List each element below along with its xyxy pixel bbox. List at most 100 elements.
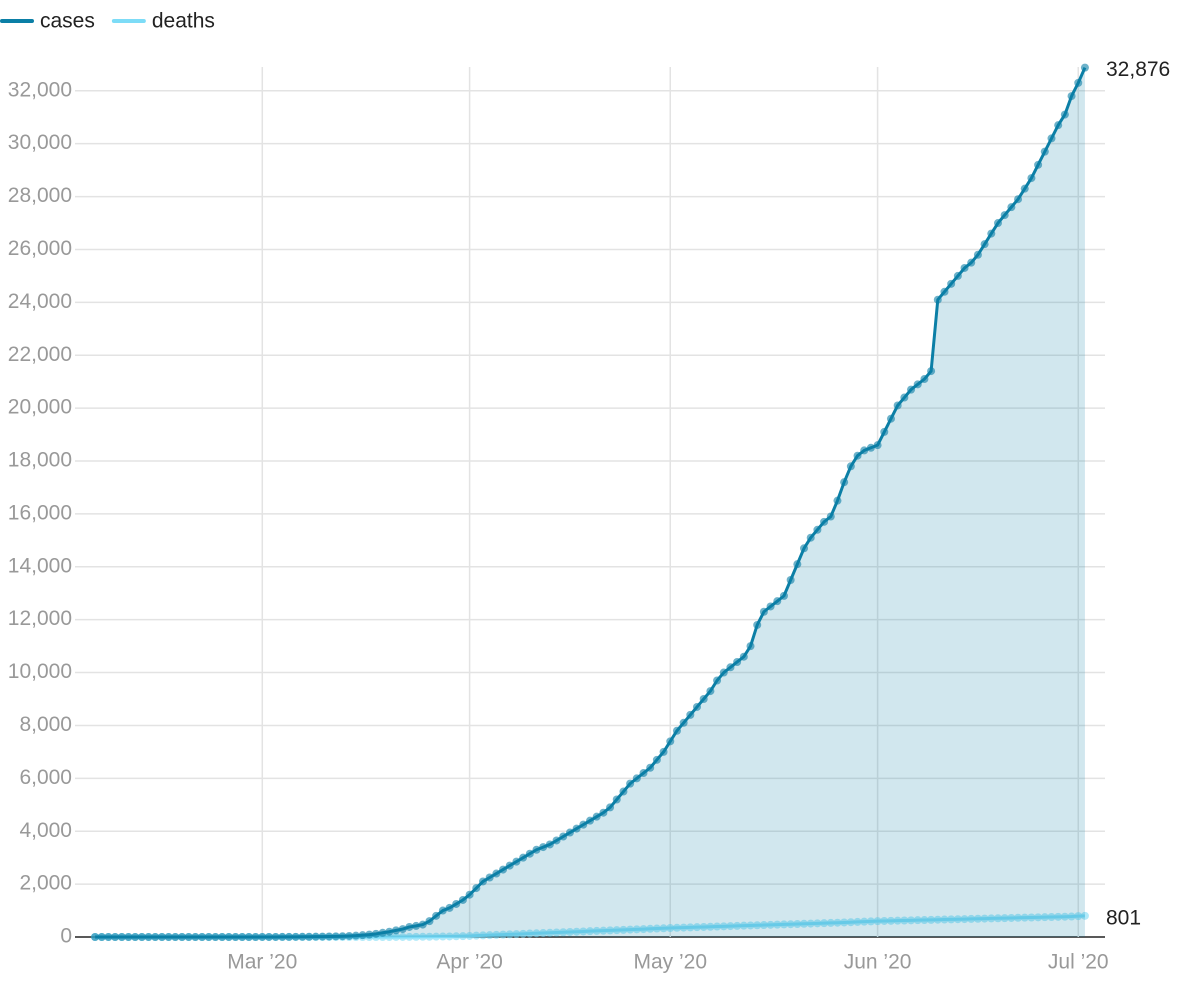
point <box>699 922 708 931</box>
point <box>719 668 728 677</box>
point <box>572 927 581 936</box>
point <box>993 219 1002 228</box>
x-tick-label: Mar ’20 <box>227 951 297 974</box>
point <box>432 932 441 941</box>
point <box>793 919 802 928</box>
point <box>947 279 956 288</box>
point <box>465 931 474 940</box>
point <box>652 755 661 764</box>
point <box>371 929 380 938</box>
point <box>171 933 180 941</box>
point <box>779 591 788 600</box>
point <box>733 657 742 666</box>
point <box>418 920 427 929</box>
point <box>606 803 615 812</box>
point <box>746 642 755 651</box>
point <box>639 769 648 778</box>
point <box>124 933 133 941</box>
legend-label: cases <box>40 10 95 33</box>
point <box>907 916 916 925</box>
point <box>378 928 387 937</box>
point <box>860 446 869 455</box>
point <box>599 926 608 935</box>
point <box>639 925 648 934</box>
point <box>458 932 467 941</box>
point <box>800 919 809 928</box>
point <box>973 250 982 259</box>
point <box>706 922 715 931</box>
point <box>1034 913 1043 922</box>
point <box>672 726 681 735</box>
point <box>846 462 855 471</box>
point <box>619 925 628 934</box>
point <box>1000 914 1009 923</box>
point <box>425 917 434 926</box>
point <box>786 576 795 585</box>
point <box>412 932 421 941</box>
point <box>478 931 487 940</box>
point <box>1060 110 1069 119</box>
point <box>405 932 414 941</box>
point <box>264 932 273 941</box>
point <box>251 933 260 941</box>
point <box>211 933 220 941</box>
x-tick-label: Jul ’20 <box>1048 951 1109 974</box>
point <box>586 816 594 825</box>
point <box>893 401 902 410</box>
point <box>1074 78 1083 87</box>
point <box>532 929 541 938</box>
point <box>973 914 982 923</box>
point <box>773 920 782 929</box>
point <box>993 914 1002 923</box>
point <box>759 607 768 616</box>
y-tick-label: 4,000 <box>19 819 72 842</box>
value-label: 32,876 <box>1106 58 1170 81</box>
point <box>1020 913 1029 922</box>
y-tick-label: 22,000 <box>8 343 72 366</box>
point <box>559 928 568 937</box>
point <box>565 828 574 837</box>
point <box>933 295 942 304</box>
point <box>626 779 635 788</box>
point <box>425 932 434 941</box>
point <box>753 620 762 629</box>
y-tick-label: 8,000 <box>19 713 72 736</box>
point <box>940 915 949 924</box>
point <box>178 933 187 941</box>
point <box>492 930 501 939</box>
point <box>820 517 829 526</box>
point <box>927 367 936 376</box>
point <box>592 926 601 935</box>
point <box>619 787 628 796</box>
point <box>519 929 528 938</box>
point <box>967 258 976 267</box>
point <box>311 932 320 941</box>
point <box>940 287 949 296</box>
point <box>840 478 849 487</box>
point <box>592 812 601 821</box>
point <box>652 924 661 933</box>
point <box>632 925 641 934</box>
point <box>779 920 788 929</box>
point <box>478 877 487 886</box>
point <box>800 544 809 553</box>
point <box>285 932 294 941</box>
point <box>111 933 120 941</box>
y-tick-label: 30,000 <box>8 131 72 154</box>
point <box>987 914 996 923</box>
point <box>144 933 153 941</box>
point <box>458 895 467 904</box>
point <box>612 926 621 935</box>
point <box>392 932 401 941</box>
point <box>164 933 173 941</box>
point <box>759 921 768 930</box>
point <box>947 915 956 924</box>
point <box>1027 913 1036 922</box>
point <box>659 747 668 756</box>
point <box>271 932 280 941</box>
point <box>552 928 561 937</box>
point <box>191 933 200 941</box>
point <box>686 710 695 719</box>
point <box>853 917 862 926</box>
y-tick-label: 24,000 <box>8 290 72 313</box>
